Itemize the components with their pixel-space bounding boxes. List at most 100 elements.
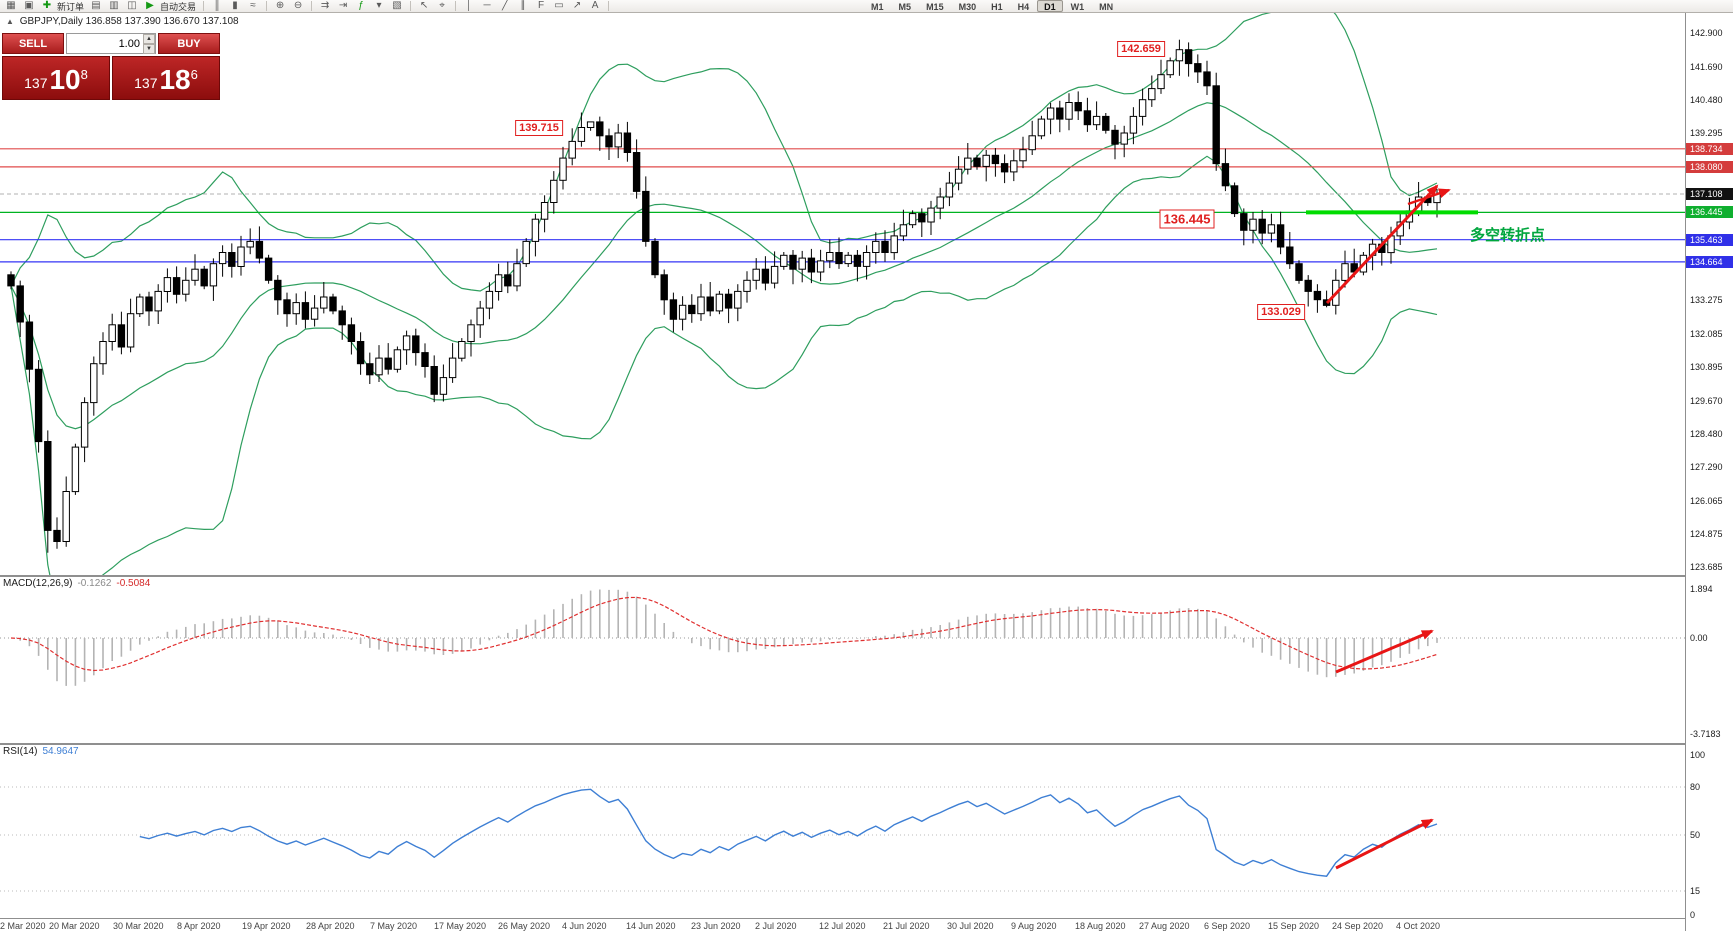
volume-input[interactable] xyxy=(67,34,143,53)
buy-price-button[interactable]: 137 18 6 xyxy=(112,56,220,100)
timeframe-button-mn[interactable]: MN xyxy=(1099,2,1114,12)
date-axis-label: 4 Jun 2020 xyxy=(562,921,607,931)
date-axis-label: 30 Jul 2020 xyxy=(947,921,994,931)
volume-stepper[interactable]: ▲ ▼ xyxy=(142,34,155,54)
price-axis-label: 132.085 xyxy=(1690,329,1723,339)
toolbar-separator xyxy=(203,1,205,11)
macd-main-value: -0.1262 xyxy=(77,578,112,589)
sell-button[interactable]: SELL xyxy=(2,33,64,54)
rsi-name: RSI(14) xyxy=(3,746,38,757)
macd-axis-label: 0.00 xyxy=(1690,633,1708,643)
price-callout[interactable]: 136.445 xyxy=(1159,209,1215,229)
bar-chart-icon[interactable]: ║ xyxy=(213,0,221,11)
new-order-label[interactable]: 新订单 xyxy=(57,1,85,12)
macd-splitter[interactable] xyxy=(0,575,1685,577)
trend-arrow[interactable] xyxy=(1407,188,1451,206)
periods-icon[interactable]: ▾ xyxy=(376,0,382,11)
charts-icon[interactable]: ▦ xyxy=(6,0,16,11)
macd-histogram xyxy=(19,589,1438,686)
channel-icon[interactable]: ∥ xyxy=(520,0,526,11)
rsi-panel-canvas[interactable] xyxy=(0,744,1685,918)
buy-button[interactable]: BUY xyxy=(158,33,220,54)
macd-signal-value: -0.5084 xyxy=(116,578,151,589)
macd-name: MACD(12,26,9) xyxy=(3,578,73,589)
buy-price-prefix: 137 xyxy=(134,75,158,91)
chart-ohlc-values: 136.858 137.390 136.670 137.108 xyxy=(85,16,239,27)
crosshair-icon[interactable]: ⌖ xyxy=(439,0,445,11)
price-callout[interactable]: 133.029 xyxy=(1257,304,1305,320)
line-chart-icon[interactable]: ≈ xyxy=(250,0,256,11)
timeframe-button-m1[interactable]: M1 xyxy=(871,2,884,12)
timeframe-button-m5[interactable]: M5 xyxy=(898,2,912,12)
indicators-icon[interactable]: ƒ xyxy=(358,0,364,11)
date-axis-label: 8 Apr 2020 xyxy=(177,921,221,931)
data-window-icon[interactable]: ▥ xyxy=(109,0,119,11)
auto-trading-label[interactable]: 自动交易 xyxy=(160,1,197,12)
date-axis-label: 4 Oct 2020 xyxy=(1396,921,1441,931)
timeframe-button-h1[interactable]: H1 xyxy=(991,2,1003,12)
rsi-splitter[interactable] xyxy=(0,743,1685,745)
date-axis-label: 9 Aug 2020 xyxy=(1011,921,1057,931)
chart-marker-icon: ▲ xyxy=(6,17,14,26)
new-order-icon[interactable]: ✚ xyxy=(42,0,52,11)
trend-arrow[interactable] xyxy=(1335,818,1434,870)
price-callout[interactable]: 142.659 xyxy=(1117,41,1165,57)
volume-down-icon[interactable]: ▼ xyxy=(142,44,155,54)
trend-arrow[interactable] xyxy=(1325,184,1439,305)
horizontal-line-icon[interactable]: ─ xyxy=(483,0,491,11)
price-axis-tag: 137.108 xyxy=(1686,188,1733,200)
date-axis: 2 Mar 2020 20 Mar 2020 30 Mar 2020 8 Apr 20… xyxy=(0,918,1685,931)
date-axis-label: 24 Sep 2020 xyxy=(1332,921,1384,931)
date-axis-label: 19 Apr 2020 xyxy=(242,921,291,931)
timeframe-button-h4[interactable]: H4 xyxy=(1017,2,1030,12)
price-axis-tag: 134.664 xyxy=(1686,256,1733,268)
volume-up-icon[interactable]: ▲ xyxy=(142,34,155,44)
timeframe-button-m30[interactable]: M30 xyxy=(958,2,977,12)
auto-scroll-icon[interactable]: ⇉ xyxy=(320,0,330,11)
price-axis-label: 127.290 xyxy=(1690,462,1723,472)
date-axis-label: 14 Jun 2020 xyxy=(626,921,676,931)
rsi-label: RSI(14) 54.9647 xyxy=(3,746,79,757)
chart-symbol-period: GBPJPY,Daily xyxy=(19,16,83,27)
timeframe-button-d1[interactable]: D1 xyxy=(1037,0,1063,12)
price-axis-tag: 136.445 xyxy=(1686,206,1733,218)
fibonacci-icon[interactable]: F xyxy=(537,0,545,11)
toolbar-separator xyxy=(311,1,313,11)
zoom-in-icon[interactable]: ⊕ xyxy=(275,0,285,11)
shapes-icon[interactable]: ▭ xyxy=(554,0,564,11)
buy-price-pip: 6 xyxy=(190,67,198,82)
market-watch-icon[interactable]: ▤ xyxy=(91,0,101,11)
price-axis-tag: 138.080 xyxy=(1686,161,1733,173)
main-chart-canvas[interactable] xyxy=(0,13,1685,576)
turning-point-annotation[interactable]: 多空转折点 xyxy=(1470,227,1546,244)
cursor-icon[interactable]: ↖ xyxy=(419,0,429,11)
date-axis-label: 17 May 2020 xyxy=(434,921,487,931)
date-axis-label: 15 Sep 2020 xyxy=(1268,921,1320,931)
zoom-out-icon[interactable]: ⊖ xyxy=(293,0,303,11)
profiles-icon[interactable]: ▣ xyxy=(24,0,34,11)
auto-trading-icon[interactable]: ▶ xyxy=(146,0,154,11)
templates-icon[interactable]: ▧ xyxy=(392,0,402,11)
timeframe-button-w1[interactable]: W1 xyxy=(1070,2,1085,12)
date-axis-label: 2 Jul 2020 xyxy=(755,921,797,931)
price-axis-label: 130.895 xyxy=(1690,362,1723,372)
bollinger-middle-band xyxy=(10,102,1438,430)
volume-box: ▲ ▼ xyxy=(66,33,156,54)
timeframe-button-m15[interactable]: M15 xyxy=(926,2,944,12)
terminal-icon[interactable]: ◫ xyxy=(127,0,137,11)
arrows-tool-icon[interactable]: ↗ xyxy=(572,0,582,11)
chart-shift-icon[interactable]: ⇥ xyxy=(338,0,348,11)
sell-price-button[interactable]: 137 10 8 xyxy=(2,56,110,100)
trendline-icon[interactable]: ╱ xyxy=(502,0,509,11)
macd-axis-label: -3.7183 xyxy=(1690,729,1721,739)
price-callout[interactable]: 139.715 xyxy=(515,120,563,136)
text-icon[interactable]: A xyxy=(591,0,599,11)
candlesticks xyxy=(7,39,1441,553)
price-axis-label: 142.900 xyxy=(1690,28,1723,38)
macd-panel-canvas[interactable] xyxy=(0,576,1685,744)
candlestick-chart-icon[interactable]: ▮ xyxy=(232,0,238,11)
trend-arrow[interactable] xyxy=(1335,629,1434,674)
vertical-line-icon[interactable]: │ xyxy=(465,0,473,11)
rsi-axis-label: 50 xyxy=(1690,830,1701,840)
buy-price-main: 18 xyxy=(159,64,191,95)
